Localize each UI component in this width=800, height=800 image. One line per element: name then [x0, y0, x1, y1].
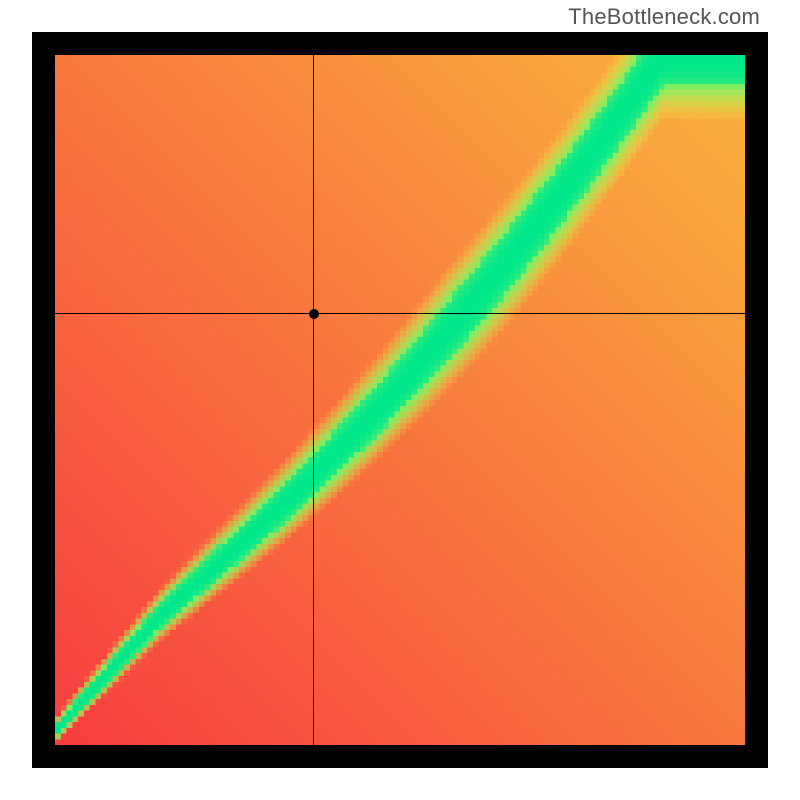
current-config-point: [309, 309, 319, 319]
plot-frame: [32, 32, 768, 768]
watermark-text: TheBottleneck.com: [568, 4, 760, 30]
bottleneck-heatmap: [55, 55, 745, 745]
crosshair-horizontal: [55, 313, 745, 314]
crosshair-vertical: [313, 55, 314, 745]
chart-container: { "watermark": "TheBottleneck.com", "out…: [0, 0, 800, 800]
